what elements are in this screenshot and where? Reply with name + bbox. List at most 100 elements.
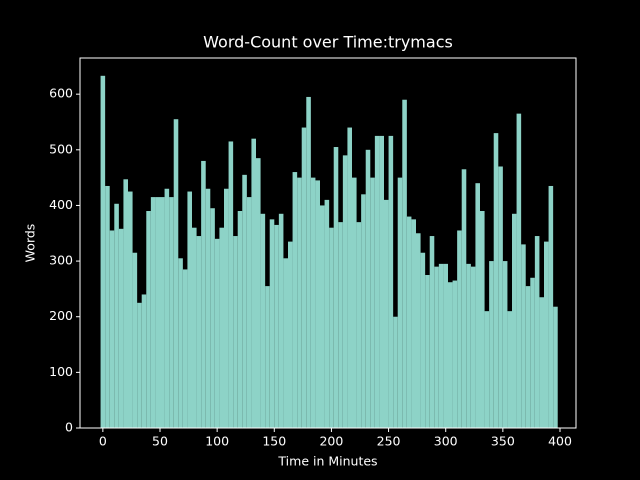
bar [292,172,298,428]
bar [489,261,494,428]
bar [379,135,384,429]
bar [429,236,435,428]
bar [466,263,471,428]
bar [301,127,307,428]
bar [370,177,375,428]
bar [525,286,531,428]
bar [306,96,311,429]
x-tick-label: 150 [262,434,286,449]
y-tick-label: 0 [65,420,73,435]
bar [278,213,284,428]
x-tick-label: 0 [99,434,107,449]
bar [397,177,403,428]
bar [173,119,179,429]
bar [530,277,535,428]
y-tick-label: 100 [49,364,73,379]
bar [242,174,247,428]
y-tick-label: 400 [49,197,73,212]
bar [310,177,316,428]
bar [342,155,348,429]
x-tick-label: 350 [491,434,515,449]
bar [182,269,188,428]
bar [118,228,124,428]
bar [320,205,325,428]
bar [146,211,151,428]
bar [384,199,389,428]
bar [132,252,138,428]
bar [109,230,115,428]
y-axis-label: Words [23,224,38,263]
bar [374,135,380,429]
bar [484,311,490,428]
bar [315,180,320,428]
x-tick-label: 100 [205,434,229,449]
y-tick-label: 200 [49,308,73,323]
bar [507,311,512,428]
bar [128,191,133,428]
bar [169,197,174,428]
bar [100,75,106,429]
bar [553,306,558,428]
bar [237,211,243,428]
bar [534,236,540,428]
bar [246,197,252,428]
bar [352,177,357,428]
bar [233,236,238,428]
bar [333,147,339,428]
y-tick-label: 600 [49,86,73,101]
x-tick-label: 300 [434,434,458,449]
bar [406,216,412,428]
bar [205,188,211,428]
bar [256,158,261,428]
bar [498,166,503,428]
bar [521,244,526,428]
bar [411,219,416,428]
bar [512,213,517,428]
bar [420,252,426,428]
bar [160,197,165,428]
bar [251,138,256,428]
bar [502,261,508,428]
bar [475,183,480,428]
bar [297,177,302,428]
bar [192,227,197,428]
bar [150,197,156,428]
x-tick-label: 200 [319,434,343,449]
x-tick-label: 50 [152,434,168,449]
bar [274,224,279,428]
bar [141,294,147,428]
bar [201,160,206,429]
bar [365,149,371,428]
bar [470,266,476,428]
bar [155,197,160,428]
bar [461,169,467,428]
bar [347,127,352,428]
bar [210,208,215,428]
bar [283,258,288,428]
bar [356,222,362,428]
bar [265,286,270,428]
bar [388,135,394,429]
bar [324,199,330,428]
bar [219,227,224,428]
bar [393,316,398,428]
bar [443,263,448,428]
bar [187,191,192,428]
bar [228,141,234,428]
bar [329,227,334,428]
chart-title: Word-Count over Time:trymacs [203,33,453,52]
bar [480,211,485,428]
bar [457,230,462,428]
bar [416,233,421,428]
bar [402,99,407,429]
bar [434,266,439,428]
bar [438,263,444,428]
plot-frame [79,57,577,429]
x-axis-label: Time in Minutes [277,454,377,469]
bar [448,282,453,428]
y-tick-label: 300 [49,253,73,268]
bar [516,113,522,428]
bar [260,213,266,428]
